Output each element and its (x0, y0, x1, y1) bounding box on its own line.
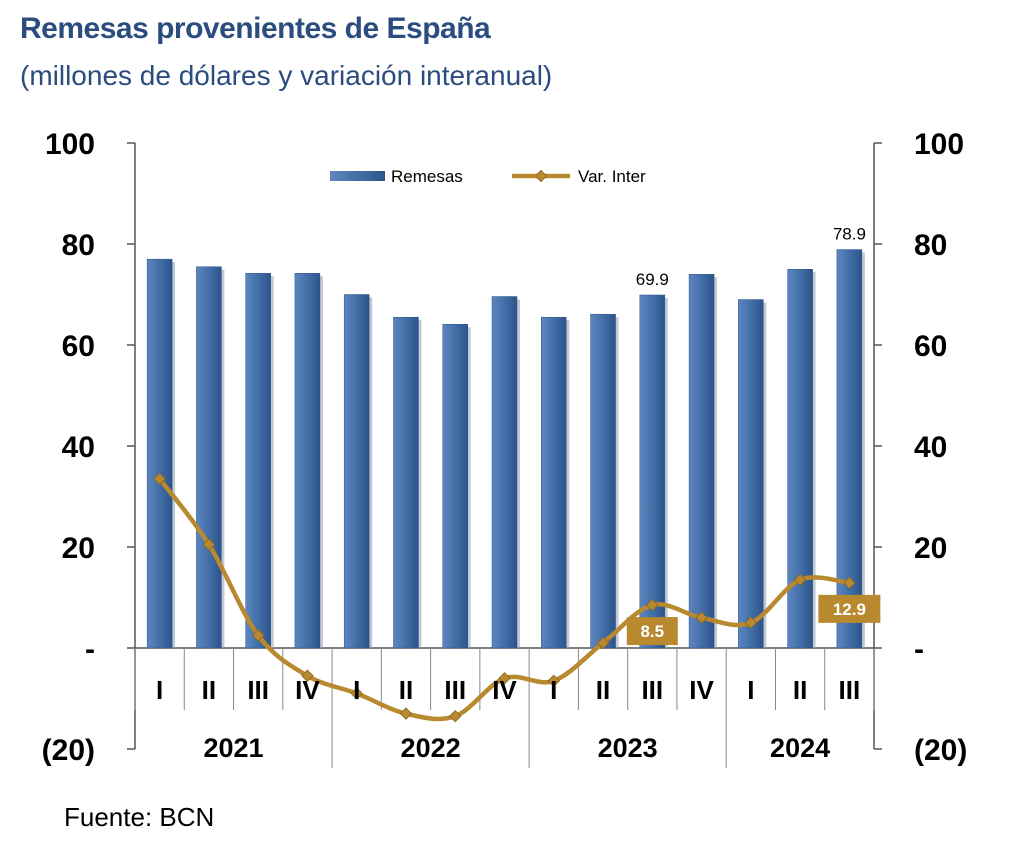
remesas-bar (688, 274, 715, 649)
quarter-label: II (793, 675, 807, 705)
remesas-bar (146, 258, 173, 649)
right-tick-label: 60 (914, 330, 947, 363)
left-tick-label: 20 (62, 532, 95, 565)
quarter-label: III (641, 675, 663, 705)
left-tick-label: 100 (45, 128, 95, 161)
variation-marker (596, 636, 610, 650)
right-tick-label: 100 (914, 128, 964, 161)
variation-marker (399, 707, 413, 720)
left-tick-label: 80 (62, 229, 95, 262)
bars (146, 249, 865, 649)
quarter-label: I (156, 675, 163, 705)
axis-labels: (20) - 20 40 60 80 100 (20) - 20 40 60 80 100 2021 2022… (42, 128, 968, 767)
variation-line: 8.5 12.9 (153, 472, 881, 723)
remesas-bar (639, 294, 666, 649)
remesas-bar (196, 266, 222, 649)
quarter-label: I (747, 675, 754, 705)
quarter-label: I (353, 675, 360, 705)
right-tick-label: 40 (914, 431, 947, 464)
remesas-bar (541, 316, 567, 649)
right-tick-label: 20 (914, 532, 947, 565)
variation-marker (744, 616, 758, 629)
legend: Remesas Var. Inter (330, 167, 646, 186)
remesas-bar (787, 269, 813, 649)
legend-item-remesas: Remesas (330, 167, 463, 186)
quarter-label: IV (492, 675, 517, 705)
remesas-bar (393, 316, 419, 649)
left-tick-label: 40 (62, 431, 95, 464)
remesas-bar (442, 324, 468, 649)
quarter-label: II (202, 675, 216, 705)
remesas-bar (491, 296, 518, 649)
quarter-label: III (839, 675, 861, 705)
left-tick-label: (20) (42, 734, 95, 767)
bar-data-label: 78.9 (833, 225, 866, 244)
variation-marker (202, 538, 216, 551)
line-data-label: 12.9 (833, 600, 866, 619)
bar-data-label: 69.9 (636, 270, 669, 289)
variation-marker (301, 669, 314, 682)
variation-marker (449, 709, 462, 723)
line-label-box (818, 594, 881, 623)
variation-marker (251, 629, 265, 642)
legend-bar-swatch (330, 171, 385, 181)
quarter-label: III (444, 675, 466, 705)
quarter-label: II (399, 675, 413, 705)
chart-title: Remesas provenientes de España (20, 12, 491, 45)
source-note: Fuente: BCN (64, 802, 215, 832)
variation-marker (153, 472, 166, 486)
legend-line-marker (534, 169, 548, 183)
variation-marker (547, 674, 560, 688)
quarter-label: II (596, 675, 610, 705)
left-tick-label: 60 (62, 330, 95, 363)
variation-marker (843, 576, 856, 590)
chart-subtitle: (millones de dólares y variación interan… (20, 60, 553, 91)
remesas-bar (294, 273, 321, 649)
line-data-label: 8.5 (640, 622, 664, 641)
quarter-label: I (550, 675, 557, 705)
remesas-bar (590, 313, 616, 649)
quarter-label: IV (295, 675, 320, 705)
year-label: 2023 (598, 733, 658, 763)
line-label-box (626, 617, 678, 646)
legend-item-var-inter: Var. Inter (512, 167, 646, 186)
legend-label-remesas: Remesas (391, 167, 463, 186)
right-tick-label: 80 (914, 229, 947, 262)
year-label: 2022 (401, 733, 461, 763)
right-tick-label: - (914, 633, 924, 666)
left-tick-label: - (85, 633, 95, 666)
year-label: 2024 (770, 733, 830, 763)
remesas-bar (245, 273, 271, 649)
remesas-bar (738, 299, 764, 649)
variation-marker (793, 573, 807, 587)
remesas-bar (343, 294, 370, 649)
variation-marker (350, 687, 363, 700)
legend-label-var-inter: Var. Inter (578, 167, 646, 186)
variation-marker (498, 672, 511, 685)
variation-marker (646, 598, 659, 612)
year-label: 2021 (203, 733, 263, 763)
quarter-label: III (247, 675, 269, 705)
quarter-label: IV (689, 675, 714, 705)
right-tick-label: (20) (914, 734, 967, 767)
variation-marker (695, 611, 708, 624)
